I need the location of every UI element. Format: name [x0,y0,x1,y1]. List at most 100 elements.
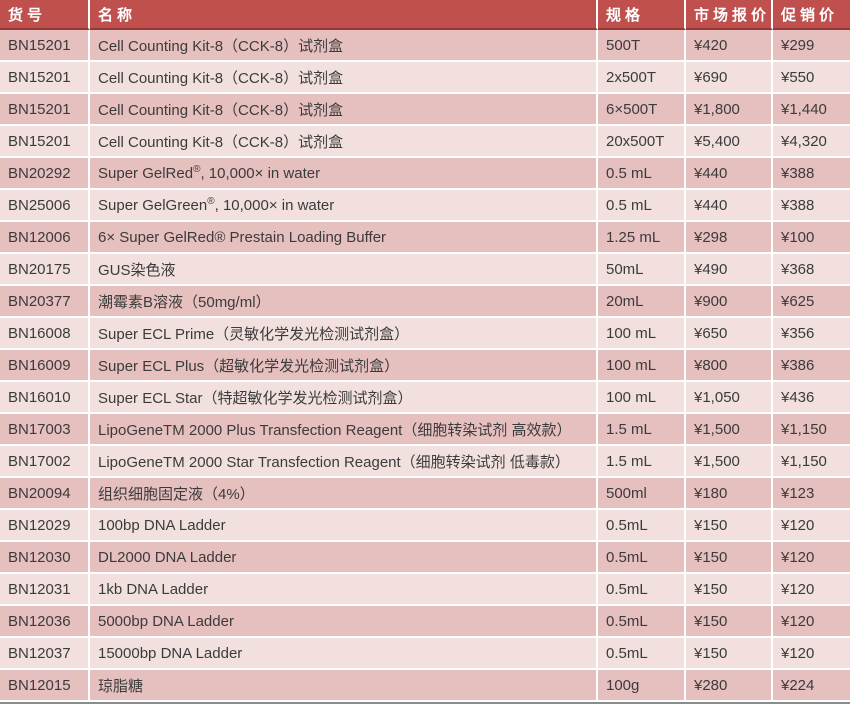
cell-promo-price: ¥436 [773,382,850,414]
cell-market-price: ¥298 [686,222,773,254]
cell-catalog-no: BN25006 [0,190,90,222]
cell-spec: 100 mL [598,382,686,414]
product-name-text: 组织细胞固定液（4%） [98,485,255,503]
table-row: BN25006 Super GelGreen®, 10,000× in wate… [0,190,850,222]
cell-promo-price: ¥368 [773,254,850,286]
product-name-rest: , 10,000× in water [214,196,335,214]
cell-market-price: ¥440 [686,158,773,190]
cell-promo-price: ¥123 [773,478,850,510]
cell-promo-price: ¥120 [773,574,850,606]
table-row: BN16008 Super ECL Prime（灵敏化学发光检测试剂盒） 100… [0,318,850,350]
cell-catalog-no: BN20175 [0,254,90,286]
cell-promo-price: ¥550 [773,62,850,94]
cell-product-name: LipoGeneTM 2000 Star Transfection Reagen… [90,446,598,478]
cell-market-price: ¥690 [686,62,773,94]
table-row: BN12037 15000bp DNA Ladder 0.5mL ¥150 ¥1… [0,638,850,670]
cell-product-name: Cell Counting Kit-8（CCK-8）试剂盒 [90,30,598,62]
table-row: BN12030 DL2000 DNA Ladder 0.5mL ¥150 ¥12… [0,542,850,574]
cell-catalog-no: BN12029 [0,510,90,542]
product-name-text: 6× Super GelRed® Prestain Loading Buffer [98,228,387,246]
cell-product-name: 1kb DNA Ladder [90,574,598,606]
cell-market-price: ¥440 [686,190,773,222]
cell-promo-price: ¥625 [773,286,850,318]
cell-spec: 20mL [598,286,686,318]
cell-market-price: ¥800 [686,350,773,382]
cell-promo-price: ¥1,440 [773,94,850,126]
cell-catalog-no: BN15201 [0,94,90,126]
cell-product-name: 5000bp DNA Ladder [90,606,598,638]
table-row: BN16009 Super ECL Plus（超敏化学发光检测试剂盒） 100 … [0,350,850,382]
cell-catalog-no: BN16008 [0,318,90,350]
cell-spec: 0.5mL [598,638,686,670]
table-row: BN20175 GUS染色液 50mL ¥490 ¥368 [0,254,850,286]
cell-product-name: Cell Counting Kit-8（CCK-8）试剂盒 [90,94,598,126]
cell-product-name: 组织细胞固定液（4%） [90,478,598,510]
cell-product-name: DL2000 DNA Ladder [90,542,598,574]
table-row: BN20292 Super GelRed®, 10,000× in water … [0,158,850,190]
cell-catalog-no: BN12031 [0,574,90,606]
cell-promo-price: ¥120 [773,606,850,638]
cell-promo-price: ¥388 [773,158,850,190]
product-name-rest: , 10,000× in water [200,164,321,182]
price-table-body: BN15201 Cell Counting Kit-8（CCK-8）试剂盒 50… [0,30,850,702]
cell-promo-price: ¥100 [773,222,850,254]
cell-catalog-no: BN12015 [0,670,90,702]
product-name-text: 琼脂糖 [98,677,144,695]
cell-spec: 100 mL [598,350,686,382]
cell-market-price: ¥150 [686,606,773,638]
cell-promo-price: ¥299 [773,30,850,62]
header-row: 货号 名称 规格 市场报价 促销价 [0,0,850,30]
cell-spec: 20x500T [598,126,686,158]
table-row: BN15201 Cell Counting Kit-8（CCK-8）试剂盒 2x… [0,62,850,94]
cell-promo-price: ¥120 [773,638,850,670]
table-row: BN17002 LipoGeneTM 2000 Star Transfectio… [0,446,850,478]
registered-trademark-sup: ® [207,195,215,207]
cell-catalog-no: BN17002 [0,446,90,478]
product-name-text: LipoGeneTM 2000 Plus Transfection Reagen… [98,421,572,439]
cell-spec: 0.5mL [598,510,686,542]
table-row: BN12031 1kb DNA Ladder 0.5mL ¥150 ¥120 [0,574,850,606]
product-name-text: Super ECL Star（特超敏化学发光检测试剂盒） [98,389,413,407]
cell-promo-price: ¥224 [773,670,850,702]
cell-spec: 100 mL [598,318,686,350]
table-row: BN15201 Cell Counting Kit-8（CCK-8）试剂盒 20… [0,126,850,158]
cell-market-price: ¥150 [686,542,773,574]
cell-spec: 2x500T [598,62,686,94]
cell-product-name: 潮霉素B溶液（50mg/ml） [90,286,598,318]
cell-market-price: ¥420 [686,30,773,62]
cell-product-name: Cell Counting Kit-8（CCK-8）试剂盒 [90,126,598,158]
column-header-catalog-no: 货号 [0,0,90,30]
column-header-market-price: 市场报价 [686,0,773,30]
column-header-promo-price: 促销价 [773,0,850,30]
cell-promo-price: ¥120 [773,542,850,574]
table-row: BN15201 Cell Counting Kit-8（CCK-8）试剂盒 50… [0,30,850,62]
table-row: BN16010 Super ECL Star（特超敏化学发光检测试剂盒） 100… [0,382,850,414]
column-header-product-name: 名称 [90,0,598,30]
cell-spec: 1.5 mL [598,446,686,478]
cell-product-name: Super ECL Prime（灵敏化学发光检测试剂盒） [90,318,598,350]
cell-spec: 100g [598,670,686,702]
cell-product-name: Super GelGreen®, 10,000× in water [90,190,598,222]
cell-catalog-no: BN16009 [0,350,90,382]
cell-product-name: Super ECL Plus（超敏化学发光检测试剂盒） [90,350,598,382]
table-row: BN20094 组织细胞固定液（4%） 500ml ¥180 ¥123 [0,478,850,510]
cell-catalog-no: BN15201 [0,62,90,94]
cell-product-name: 100bp DNA Ladder [90,510,598,542]
cell-promo-price: ¥4,320 [773,126,850,158]
cell-spec: 0.5mL [598,606,686,638]
cell-spec: 50mL [598,254,686,286]
product-name-text: 潮霉素B溶液（50mg/ml） [98,293,271,311]
cell-product-name: 6× Super GelRed® Prestain Loading Buffer [90,222,598,254]
cell-market-price: ¥650 [686,318,773,350]
cell-catalog-no: BN12030 [0,542,90,574]
product-name-text: DL2000 DNA Ladder [98,548,237,566]
product-name-text: Super ECL Prime（灵敏化学发光检测试剂盒） [98,325,410,343]
product-name-text: 5000bp DNA Ladder [98,612,234,630]
cell-product-name: GUS染色液 [90,254,598,286]
cell-market-price: ¥490 [686,254,773,286]
table-row: BN12036 5000bp DNA Ladder 0.5mL ¥150 ¥12… [0,606,850,638]
cell-product-name: LipoGeneTM 2000 Plus Transfection Reagen… [90,414,598,446]
table-row: BN15201 Cell Counting Kit-8（CCK-8）试剂盒 6×… [0,94,850,126]
